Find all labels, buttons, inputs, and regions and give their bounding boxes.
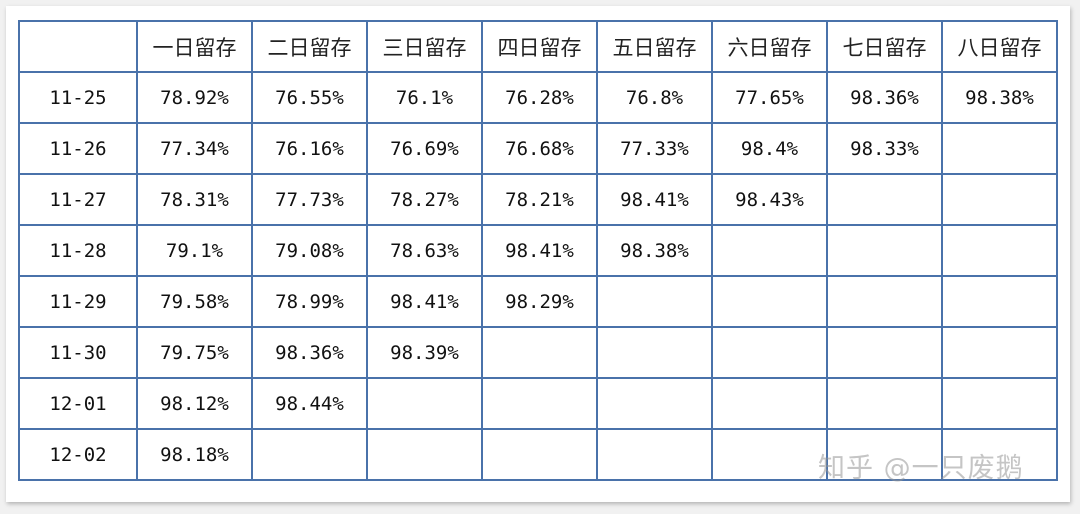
retention-table: 一日留存 二日留存 三日留存 四日留存 五日留存 六日留存 七日留存 八日留存 … xyxy=(18,20,1058,481)
value-cell xyxy=(711,377,828,430)
value-cell xyxy=(251,428,368,481)
value-cell xyxy=(941,377,1058,430)
header-row: 一日留存 二日留存 三日留存 四日留存 五日留存 六日留存 七日留存 八日留存 xyxy=(18,20,1058,73)
value-cell: 98.39% xyxy=(366,326,483,379)
value-cell xyxy=(826,377,943,430)
table-frame: 一日留存 二日留存 三日留存 四日留存 五日留存 六日留存 七日留存 八日留存 … xyxy=(6,6,1070,502)
value-cell xyxy=(941,224,1058,277)
value-cell: 98.43% xyxy=(711,173,828,226)
value-cell: 78.99% xyxy=(251,275,368,328)
value-cell xyxy=(366,428,483,481)
value-cell: 79.1% xyxy=(136,224,253,277)
watermark-text: 知乎 @一只废鹅 xyxy=(818,453,1024,484)
value-cell xyxy=(826,173,943,226)
value-cell xyxy=(826,275,943,328)
value-cell: 98.38% xyxy=(941,71,1058,124)
date-cell: 12-02 xyxy=(18,428,138,481)
corner-cell xyxy=(18,20,138,73)
date-cell: 11-28 xyxy=(18,224,138,277)
value-cell: 77.65% xyxy=(711,71,828,124)
header-day-6: 六日留存 xyxy=(711,20,828,73)
value-cell: 76.28% xyxy=(481,71,598,124)
date-cell: 11-25 xyxy=(18,71,138,124)
value-cell xyxy=(711,326,828,379)
value-cell xyxy=(826,326,943,379)
value-cell: 76.8% xyxy=(596,71,713,124)
date-cell: 11-30 xyxy=(18,326,138,379)
table-row: 11-30 79.75% 98.36% 98.39% xyxy=(18,326,1058,379)
value-cell: 98.41% xyxy=(366,275,483,328)
value-cell xyxy=(826,224,943,277)
table-row: 11-25 78.92% 76.55% 76.1% 76.28% 76.8% 7… xyxy=(18,71,1058,124)
table-row: 11-27 78.31% 77.73% 78.27% 78.21% 98.41%… xyxy=(18,173,1058,226)
header-day-5: 五日留存 xyxy=(596,20,713,73)
value-cell xyxy=(596,275,713,328)
table-row: 11-26 77.34% 76.16% 76.69% 76.68% 77.33%… xyxy=(18,122,1058,175)
table-row: 11-28 79.1% 79.08% 78.63% 98.41% 98.38% xyxy=(18,224,1058,277)
value-cell: 98.41% xyxy=(481,224,598,277)
value-cell xyxy=(941,122,1058,175)
value-cell: 98.38% xyxy=(596,224,713,277)
value-cell: 98.33% xyxy=(826,122,943,175)
value-cell xyxy=(826,428,943,481)
value-cell xyxy=(711,428,828,481)
value-cell: 76.68% xyxy=(481,122,598,175)
table-row: 12-01 98.12% 98.44% xyxy=(18,377,1058,430)
table-row: 11-29 79.58% 78.99% 98.41% 98.29% xyxy=(18,275,1058,328)
value-cell xyxy=(481,377,598,430)
value-cell xyxy=(596,326,713,379)
table-row: 12-02 98.18% xyxy=(18,428,1058,481)
header-day-2: 二日留存 xyxy=(251,20,368,73)
value-cell xyxy=(366,377,483,430)
value-cell: 79.58% xyxy=(136,275,253,328)
value-cell: 78.21% xyxy=(481,173,598,226)
value-cell xyxy=(941,428,1058,481)
value-cell: 98.41% xyxy=(596,173,713,226)
date-cell: 12-01 xyxy=(18,377,138,430)
value-cell xyxy=(941,173,1058,226)
date-cell: 11-26 xyxy=(18,122,138,175)
value-cell: 98.4% xyxy=(711,122,828,175)
value-cell: 78.31% xyxy=(136,173,253,226)
value-cell: 98.36% xyxy=(826,71,943,124)
value-cell: 76.1% xyxy=(366,71,483,124)
value-cell: 98.44% xyxy=(251,377,368,430)
date-cell: 11-29 xyxy=(18,275,138,328)
value-cell: 98.12% xyxy=(136,377,253,430)
value-cell xyxy=(711,224,828,277)
value-cell: 76.69% xyxy=(366,122,483,175)
value-cell: 78.63% xyxy=(366,224,483,277)
header-day-7: 七日留存 xyxy=(826,20,943,73)
value-cell xyxy=(596,377,713,430)
value-cell xyxy=(481,326,598,379)
value-cell: 98.36% xyxy=(251,326,368,379)
value-cell: 79.08% xyxy=(251,224,368,277)
value-cell: 79.75% xyxy=(136,326,253,379)
value-cell: 98.29% xyxy=(481,275,598,328)
value-cell: 77.34% xyxy=(136,122,253,175)
value-cell: 77.33% xyxy=(596,122,713,175)
header-day-8: 八日留存 xyxy=(941,20,1058,73)
value-cell xyxy=(941,275,1058,328)
value-cell: 78.92% xyxy=(136,71,253,124)
value-cell xyxy=(481,428,598,481)
value-cell: 78.27% xyxy=(366,173,483,226)
value-cell: 98.18% xyxy=(136,428,253,481)
header-day-4: 四日留存 xyxy=(481,20,598,73)
header-day-1: 一日留存 xyxy=(136,20,253,73)
value-cell: 76.16% xyxy=(251,122,368,175)
value-cell xyxy=(941,326,1058,379)
value-cell xyxy=(596,428,713,481)
date-cell: 11-27 xyxy=(18,173,138,226)
value-cell: 76.55% xyxy=(251,71,368,124)
header-day-3: 三日留存 xyxy=(366,20,483,73)
value-cell: 77.73% xyxy=(251,173,368,226)
value-cell xyxy=(711,275,828,328)
